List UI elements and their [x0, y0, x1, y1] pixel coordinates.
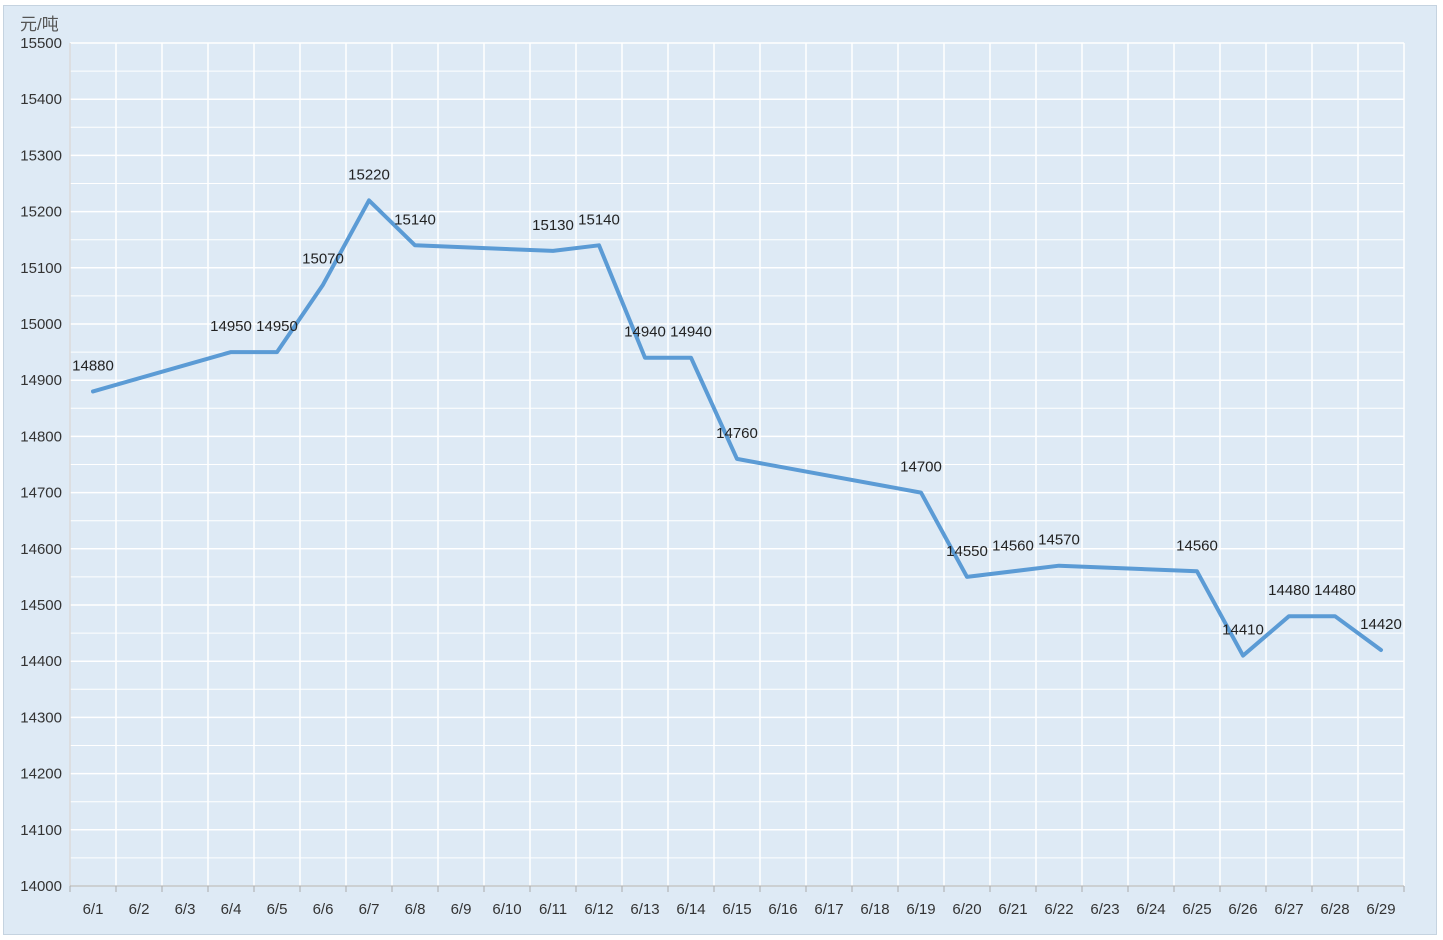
axes: 14000 14100 14200 14300 14400 14500 14600 14700… [20, 35, 1405, 918]
data-label: 14880 [72, 357, 114, 374]
data-label: 14950 [210, 318, 252, 335]
x-tick-label: 6/23 [1090, 901, 1119, 918]
x-tick-label: 6/6 [313, 901, 334, 918]
x-tick-label: 6/21 [998, 901, 1027, 918]
x-tick-label: 6/9 [451, 901, 472, 918]
y-tick-label: 14400 [20, 653, 62, 670]
data-point [643, 356, 647, 360]
data-point [321, 283, 325, 287]
y-tick-label: 14900 [20, 372, 62, 389]
x-tick-label: 6/7 [359, 901, 380, 918]
data-point [91, 389, 95, 393]
data-point [1241, 654, 1245, 658]
data-label: 14940 [670, 324, 712, 341]
data-label: 14560 [992, 537, 1034, 554]
x-tick-label: 6/15 [722, 901, 751, 918]
x-tick-label: 6/17 [814, 901, 843, 918]
data-point [551, 249, 555, 253]
y-tick-label: 14600 [20, 541, 62, 558]
data-point [275, 350, 279, 354]
data-point [1333, 614, 1337, 618]
x-tick-label: 6/27 [1274, 901, 1303, 918]
data-point [229, 350, 233, 354]
grid [69, 42, 1405, 887]
data-label: 15220 [348, 166, 390, 183]
data-label: 15130 [532, 217, 574, 234]
data-label: 14420 [1360, 616, 1402, 633]
data-label: 14560 [1176, 537, 1218, 554]
data-point [1379, 648, 1383, 652]
x-tick-label: 6/16 [768, 901, 797, 918]
x-tick-label: 6/26 [1228, 901, 1257, 918]
data-label: 15070 [302, 251, 344, 268]
data-label: 14700 [900, 459, 942, 476]
y-tick-label: 15300 [20, 147, 62, 164]
y-tick-label: 14000 [20, 878, 62, 895]
x-tick-label: 6/14 [676, 901, 705, 918]
data-point [413, 243, 417, 247]
data-point [919, 491, 923, 495]
x-tick-label: 6/22 [1044, 901, 1073, 918]
x-tick-label: 6/24 [1136, 901, 1165, 918]
y-tick-label: 14200 [20, 766, 62, 783]
x-tick-label: 6/19 [906, 901, 935, 918]
x-tick-label: 6/25 [1182, 901, 1211, 918]
x-tick-label: 6/18 [860, 901, 889, 918]
x-tick-label: 6/8 [405, 901, 426, 918]
y-axis-unit-label: 元/吨 [20, 15, 59, 34]
x-tick-label: 6/20 [952, 901, 981, 918]
data-label: 14480 [1268, 582, 1310, 599]
data-point [735, 457, 739, 461]
y-tick-label: 15000 [20, 316, 62, 333]
x-tick-label: 6/3 [175, 901, 196, 918]
data-label: 14570 [1038, 532, 1080, 549]
y-tick-label: 15200 [20, 204, 62, 221]
data-label: 14950 [256, 318, 298, 335]
data-label: 14760 [716, 425, 758, 442]
x-tick-label: 6/11 [539, 901, 567, 918]
chart-frame: 14000 14100 14200 14300 14400 14500 14600 14700… [3, 5, 1437, 935]
y-tick-label: 14700 [20, 485, 62, 502]
y-tick-label: 14800 [20, 428, 62, 445]
data-point [597, 243, 601, 247]
data-label: 15140 [394, 211, 436, 228]
x-tick-label: 6/29 [1366, 901, 1395, 918]
data-label: 14550 [946, 543, 988, 560]
series [91, 198, 1383, 658]
data-label: 15140 [578, 211, 620, 228]
data-point [1287, 614, 1291, 618]
y-tick-label: 14500 [20, 597, 62, 614]
y-tick-label: 14100 [20, 822, 62, 839]
y-tick-label: 15100 [20, 260, 62, 277]
x-tick-label: 6/10 [492, 901, 521, 918]
data-point [689, 356, 693, 360]
x-tick-label: 6/5 [267, 901, 288, 918]
line-chart: 14000 14100 14200 14300 14400 14500 14600 14700… [20, 15, 1405, 918]
data-point [965, 575, 969, 579]
x-tick-label: 6/13 [630, 901, 659, 918]
x-tick-label: 6/28 [1320, 901, 1349, 918]
x-tick-label: 6/2 [129, 901, 150, 918]
y-tick-label: 14300 [20, 709, 62, 726]
y-tick-label: 15400 [20, 91, 62, 108]
data-point [1057, 564, 1061, 568]
data-point [367, 198, 371, 202]
data-point [1195, 569, 1199, 573]
y-tick-label: 15500 [20, 35, 62, 52]
data-label: 14480 [1314, 582, 1356, 599]
x-tick-label: 6/4 [221, 901, 242, 918]
data-label: 14410 [1222, 622, 1264, 639]
data-label: 14940 [624, 324, 666, 341]
x-tick-label: 6/1 [83, 901, 104, 918]
x-tick-label: 6/12 [584, 901, 613, 918]
